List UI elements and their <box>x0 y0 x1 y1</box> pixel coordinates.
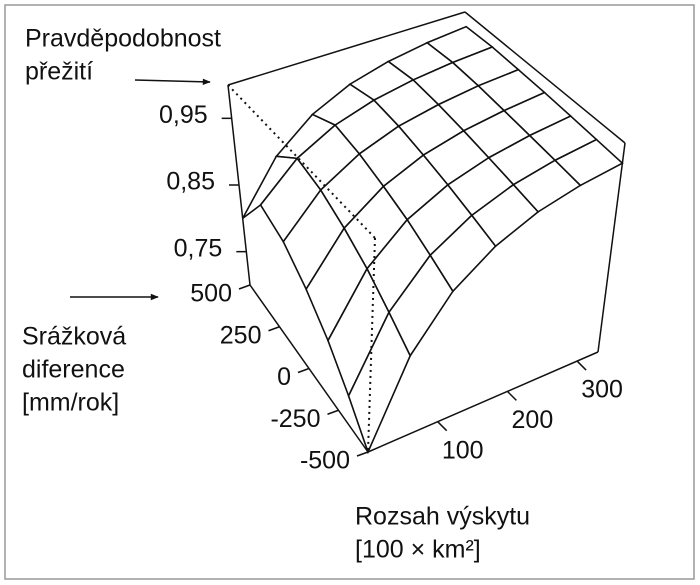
x-tick-label: 300 <box>581 376 623 404</box>
x-axis-title: Rozsah výskytu <box>355 503 530 531</box>
y-tick-label: 500 <box>190 280 232 308</box>
y-tick <box>297 367 310 374</box>
y-tick-label: -250 <box>270 405 320 433</box>
box-edge <box>597 142 626 353</box>
x-tick <box>576 360 587 371</box>
y-tick-label: 0 <box>277 363 291 391</box>
x-tick-label: 200 <box>512 406 554 434</box>
x-tick <box>437 421 448 432</box>
box-edge <box>367 351 599 453</box>
y-axis-title: Srážková <box>22 323 126 351</box>
y-tick <box>327 409 339 415</box>
y-tick-label: -500 <box>300 447 350 475</box>
z-axis-title: přežití <box>25 58 93 86</box>
z-tick-label: 0,85 <box>166 168 215 196</box>
arrow <box>134 78 211 86</box>
y-axis-title: diference <box>22 356 125 384</box>
z-axis-title: Pravděpodobnost <box>25 25 221 53</box>
box-edge <box>227 11 466 86</box>
frame <box>4 4 695 580</box>
z-tick-label: 0,75 <box>174 234 223 262</box>
y-tick <box>238 284 251 290</box>
x-tick <box>506 390 517 401</box>
box-edge <box>464 11 626 144</box>
y-tick-label: 250 <box>220 321 262 349</box>
y-axis-title: [mm/rok] <box>22 389 119 417</box>
y-tick <box>268 326 280 332</box>
x-axis-title: [100 × km²] <box>355 536 481 564</box>
y-tick <box>356 451 369 457</box>
surface-facet <box>347 310 412 455</box>
x-tick-label: 100 <box>442 436 484 464</box>
z-tick-label: 0,95 <box>159 101 208 129</box>
